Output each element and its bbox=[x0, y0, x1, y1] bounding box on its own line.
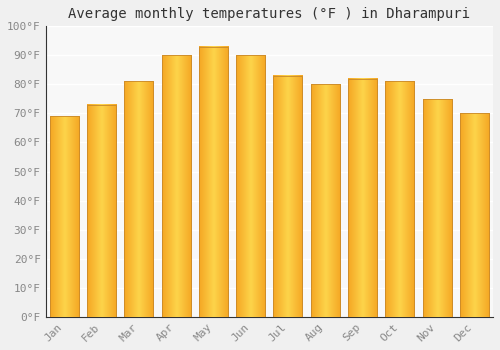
Bar bbox=[310, 84, 340, 317]
Bar bbox=[124, 82, 154, 317]
Bar bbox=[310, 84, 340, 317]
Bar bbox=[162, 55, 190, 317]
Bar bbox=[274, 76, 302, 317]
Bar bbox=[87, 105, 116, 317]
Bar bbox=[348, 78, 377, 317]
Bar bbox=[422, 99, 452, 317]
Bar bbox=[348, 78, 377, 317]
Bar bbox=[50, 116, 78, 317]
Bar bbox=[386, 82, 414, 317]
Bar bbox=[460, 113, 489, 317]
Bar bbox=[236, 55, 265, 317]
Bar bbox=[274, 76, 302, 317]
Bar bbox=[50, 116, 78, 317]
Bar bbox=[422, 99, 452, 317]
Bar bbox=[162, 55, 190, 317]
Bar bbox=[236, 55, 265, 317]
Bar bbox=[199, 47, 228, 317]
Bar bbox=[460, 113, 489, 317]
Bar bbox=[386, 82, 414, 317]
Title: Average monthly temperatures (°F ) in Dharampuri: Average monthly temperatures (°F ) in Dh… bbox=[68, 7, 470, 21]
Bar bbox=[124, 82, 154, 317]
Bar bbox=[199, 47, 228, 317]
Bar bbox=[87, 105, 116, 317]
